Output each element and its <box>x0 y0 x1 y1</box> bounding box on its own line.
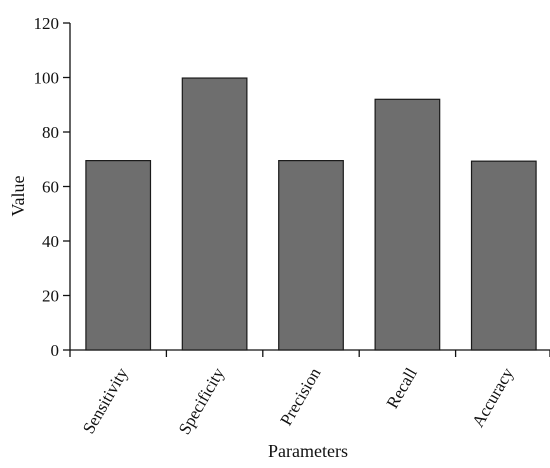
y-axis: 0 20 40 60 80 100 120 <box>34 14 71 360</box>
x-tick-label: Sensitivity <box>79 364 132 437</box>
bar-sensitivity <box>85 160 152 351</box>
x-tick-label: Precision <box>276 364 324 429</box>
x-axis-label: Parameters <box>268 441 348 461</box>
x-tick-label: Recall <box>383 364 421 411</box>
y-tick-label: 120 <box>34 14 60 33</box>
bar-specificity <box>181 77 248 351</box>
y-tick-label: 80 <box>42 123 59 142</box>
y-tick-label: 0 <box>51 341 60 360</box>
x-tick-label: Accuracy <box>468 364 517 430</box>
bars <box>85 77 537 351</box>
y-tick-label: 100 <box>34 69 60 88</box>
bar-precision <box>278 160 344 351</box>
bar-recall <box>374 98 441 351</box>
x-axis: Sensitivity Specificity Precision Recall Acc… <box>69 349 550 438</box>
bar-accuracy <box>470 160 537 351</box>
y-tick-label: 20 <box>42 287 59 306</box>
x-tick-label: Specificity <box>175 364 229 438</box>
y-tick-label: 40 <box>42 232 59 251</box>
y-axis-label: Value <box>8 175 28 216</box>
y-tick-label: 60 <box>42 178 59 197</box>
